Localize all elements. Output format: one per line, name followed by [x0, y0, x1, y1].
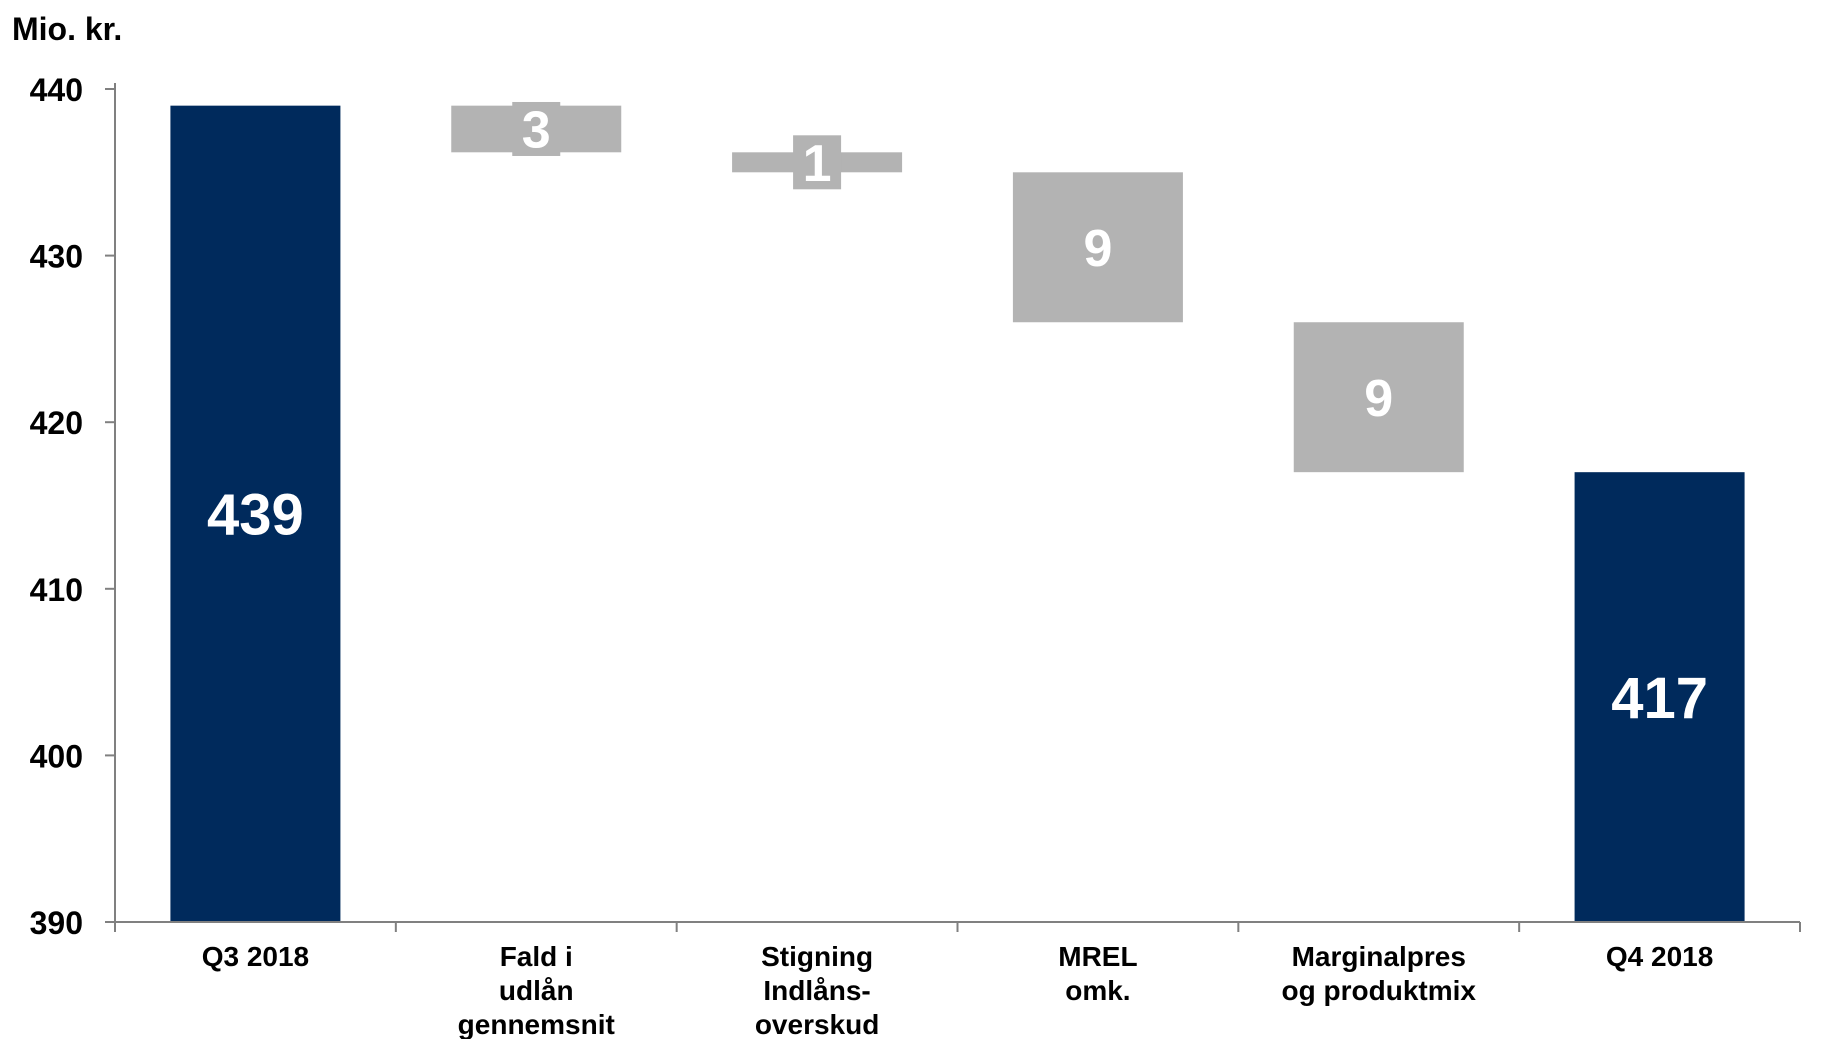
x-category-label: Q4 2018 [1606, 941, 1713, 972]
data-label: 417 [1611, 666, 1708, 731]
data-label-backing [512, 101, 561, 156]
y-tick-label: 400 [30, 738, 83, 774]
labels-layer: 439 3 1 9 9 417 440 430 420 410 400 390 Q3 2018 Fald … [30, 72, 1714, 1039]
x-category-label-line: Marginalpres [1292, 941, 1466, 972]
x-category-label-line: omk. [1065, 975, 1130, 1006]
x-category-label: Marginalpres og produktmix [1282, 941, 1477, 1006]
data-label: 439 [207, 483, 304, 548]
change-bar [1012, 172, 1183, 323]
bars-layer [170, 101, 1745, 922]
data-label: 3 [522, 102, 551, 160]
x-category-label-line: og produktmix [1282, 975, 1477, 1006]
x-category-label-line: gennemsnit [458, 1009, 615, 1039]
y-tick-label: 440 [30, 72, 83, 108]
x-category-label-line: Fald i [500, 941, 573, 972]
data-label: 9 [1083, 220, 1112, 278]
x-category-label-line: Q4 2018 [1606, 941, 1713, 972]
data-label: 1 [803, 135, 832, 193]
y-tick-label: 430 [30, 239, 83, 275]
y-tick-label: 410 [30, 572, 83, 608]
x-category-label: MREL omk. [1058, 941, 1137, 1006]
x-category-label: Q3 2018 [202, 941, 309, 972]
total-bar [170, 105, 341, 922]
axes-layer [105, 83, 1801, 932]
x-category-label-line: Stigning [761, 941, 873, 972]
x-category-label: Stigning Indlåns-overskud [755, 941, 880, 1039]
y-tick-label: 420 [30, 405, 83, 441]
x-category-label-line: overskud [755, 1009, 880, 1039]
y-tick-label: 390 [30, 905, 83, 941]
x-category-label-line: Indlåns- [763, 975, 870, 1006]
x-category-label-line: udlån [499, 975, 574, 1006]
y-axis-unit-label: Mio. kr. [12, 11, 122, 47]
total-bar [1574, 472, 1745, 922]
x-category-label: Fald i udlån gennemsnit [458, 941, 615, 1039]
change-bar [1293, 322, 1464, 473]
data-label-backing [793, 135, 842, 190]
x-category-label-line: Q3 2018 [202, 941, 309, 972]
data-label: 9 [1364, 370, 1393, 428]
x-category-label-line: MREL [1058, 941, 1137, 972]
